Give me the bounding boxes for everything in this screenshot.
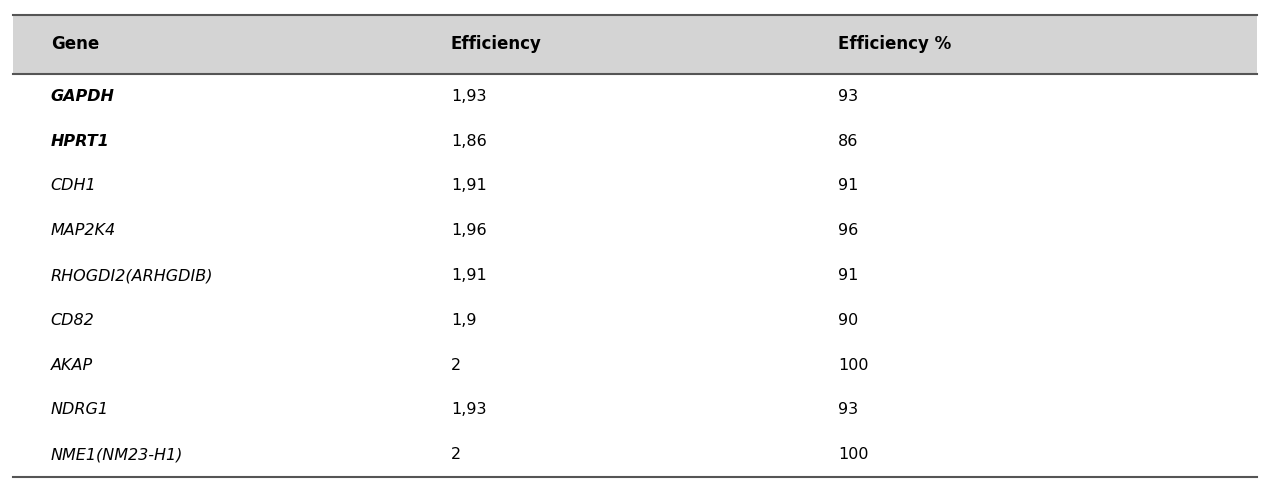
Text: 91: 91	[838, 268, 859, 283]
Text: Efficiency %: Efficiency %	[838, 35, 951, 53]
Text: 96: 96	[838, 223, 859, 238]
Text: 1,86: 1,86	[451, 133, 486, 149]
Text: 1,9: 1,9	[451, 313, 476, 328]
Text: 1,96: 1,96	[451, 223, 486, 238]
Bar	[13, 15, 1257, 74]
Text: HPRT1: HPRT1	[51, 133, 109, 149]
Text: Gene: Gene	[51, 35, 99, 53]
Text: CD82: CD82	[51, 313, 94, 328]
Text: CDH1: CDH1	[51, 179, 97, 193]
Text: 86: 86	[838, 133, 859, 149]
Text: RHOGDI2(ARHGDIB): RHOGDI2(ARHGDIB)	[51, 268, 213, 283]
Text: 2: 2	[451, 358, 461, 372]
Text: 100: 100	[838, 447, 869, 462]
Text: 1,93: 1,93	[451, 402, 486, 418]
Text: NDRG1: NDRG1	[51, 402, 109, 418]
Text: Efficiency: Efficiency	[451, 35, 542, 53]
Text: 1,91: 1,91	[451, 268, 486, 283]
Text: 93: 93	[838, 402, 859, 418]
Text: 1,91: 1,91	[451, 179, 486, 193]
Text: 90: 90	[838, 313, 859, 328]
Text: NME1(NM23-H1): NME1(NM23-H1)	[51, 447, 183, 462]
Text: MAP2K4: MAP2K4	[51, 223, 116, 238]
Text: AKAP: AKAP	[51, 358, 93, 372]
Text: 100: 100	[838, 358, 869, 372]
Text: 91: 91	[838, 179, 859, 193]
Text: GAPDH: GAPDH	[51, 89, 114, 104]
Text: 2: 2	[451, 447, 461, 462]
Text: 93: 93	[838, 89, 859, 104]
Text: 1,93: 1,93	[451, 89, 486, 104]
